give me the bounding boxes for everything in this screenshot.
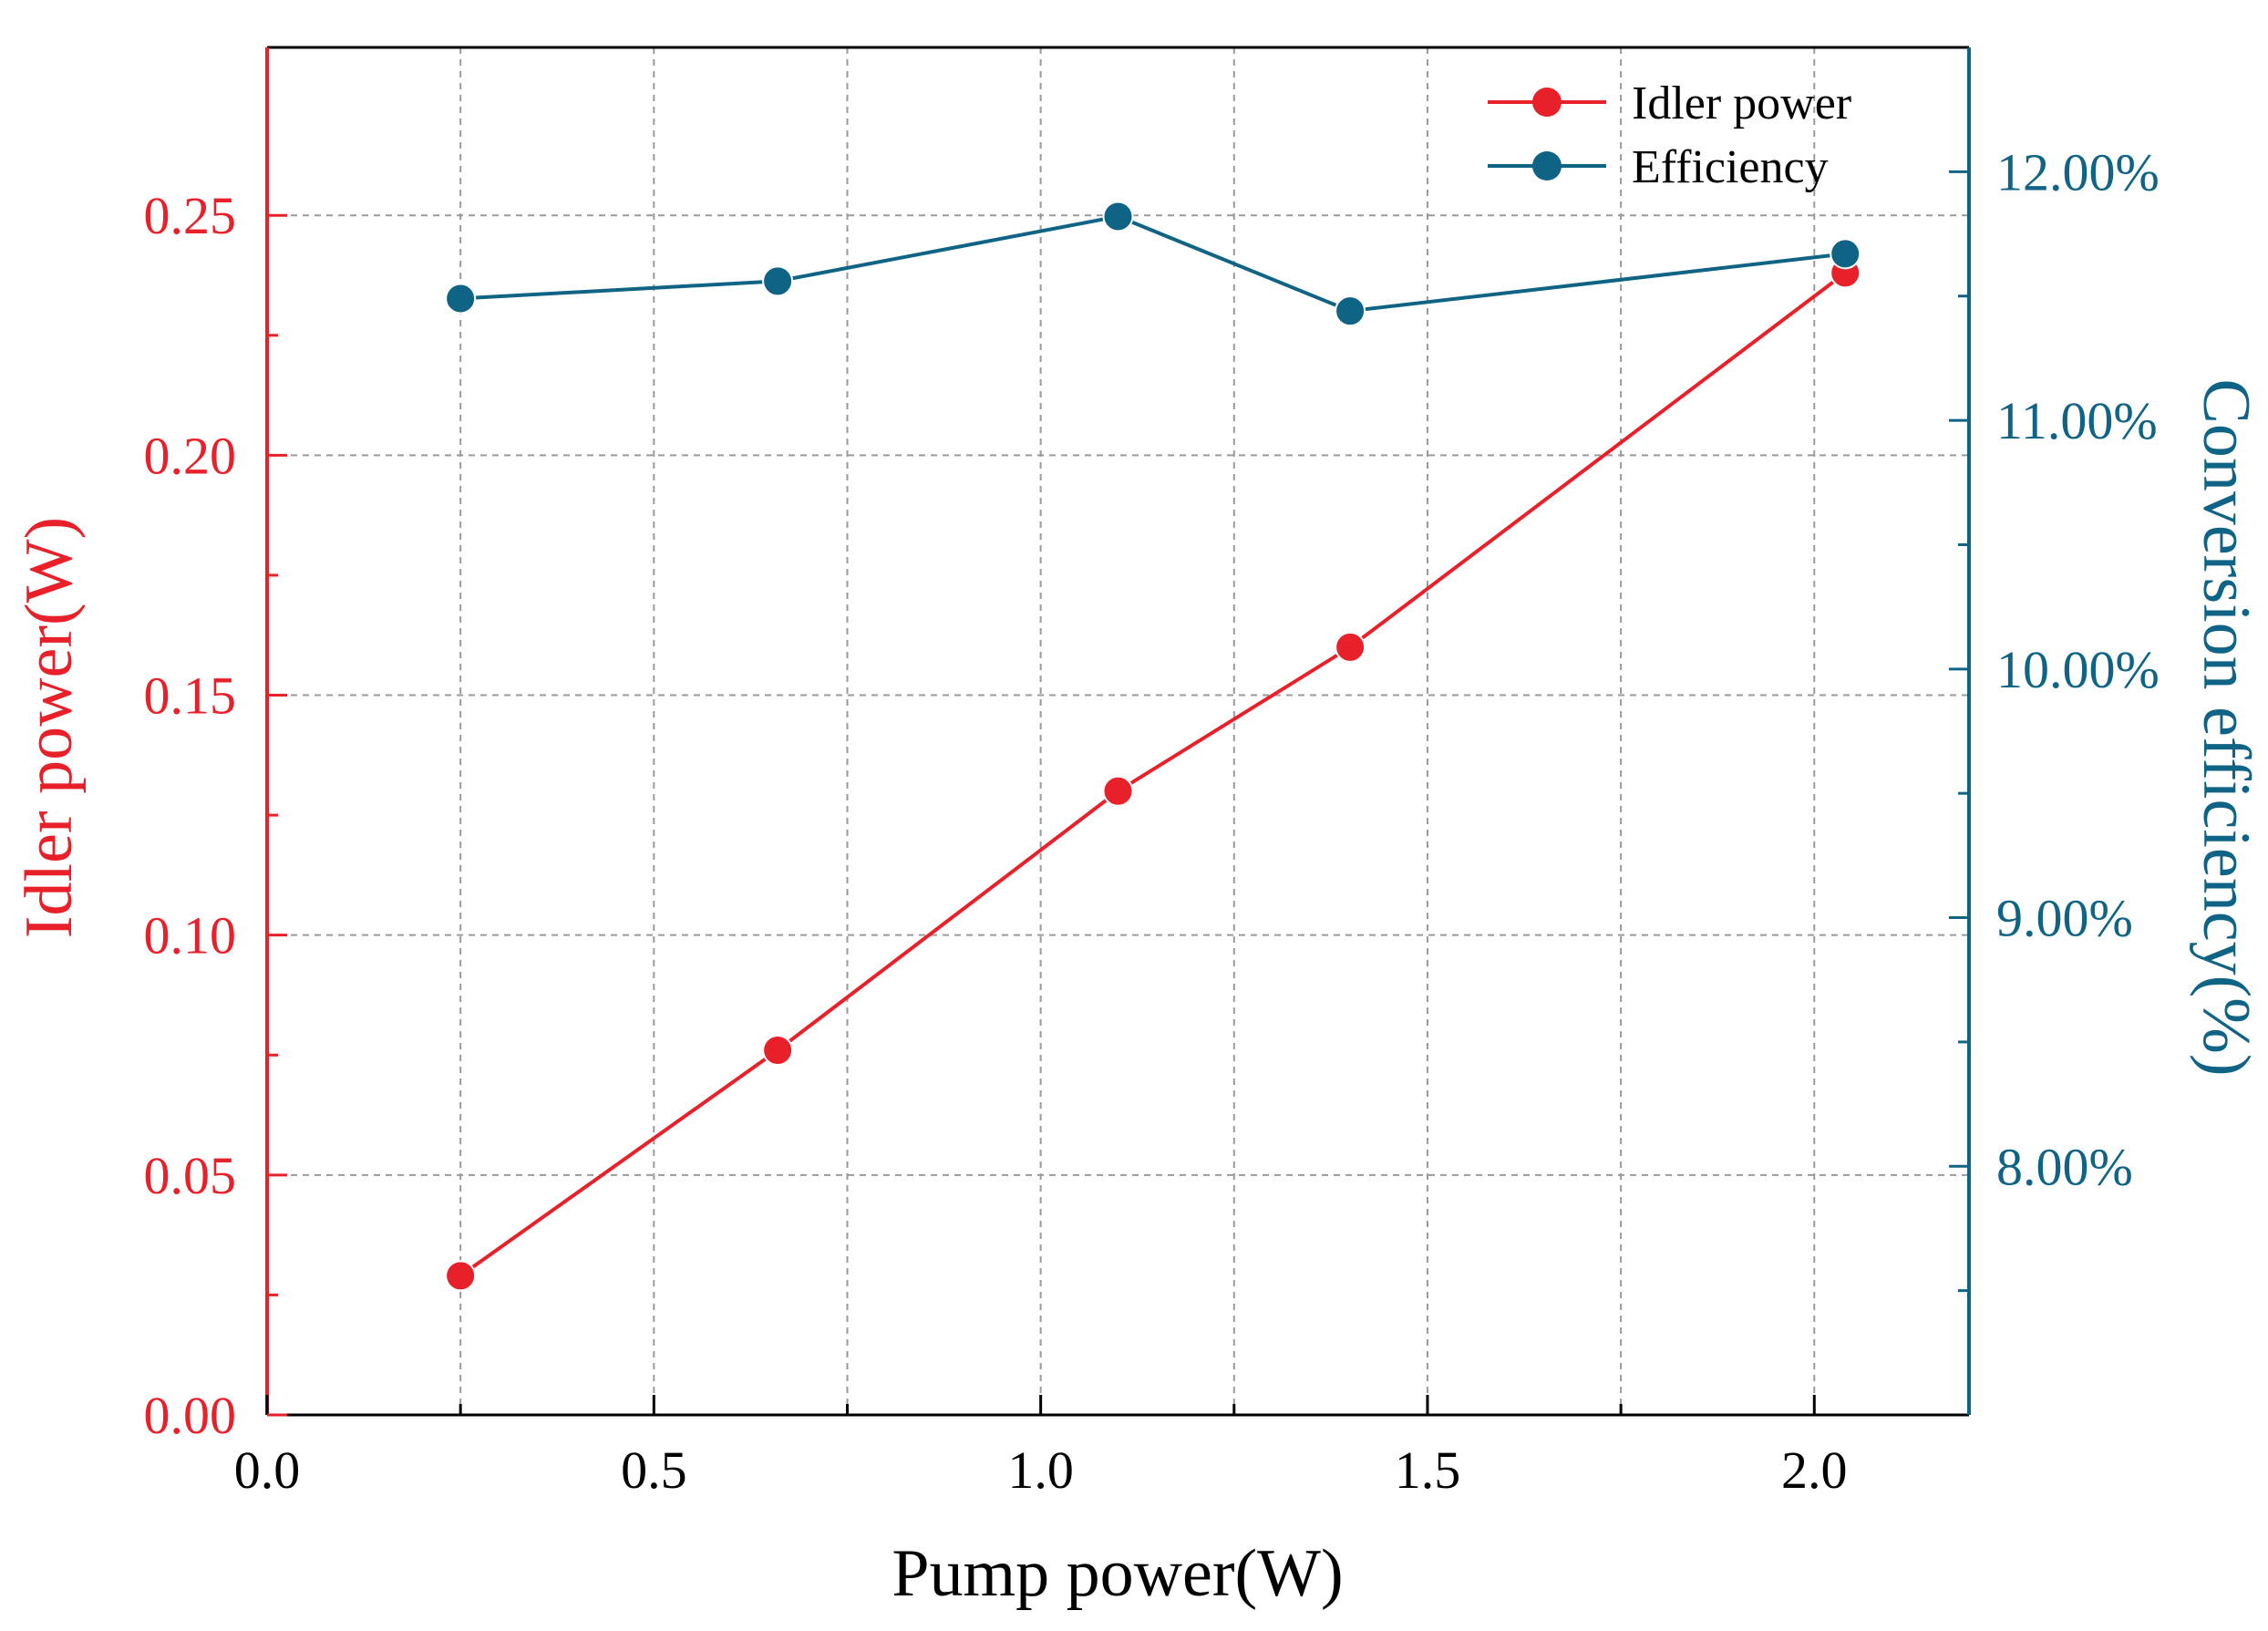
y-left-tick-label: 0.15	[144, 666, 237, 726]
data-point-efficiency	[445, 283, 477, 315]
legend-idler-label: Idler power	[1632, 77, 1851, 129]
series-line-idler	[459, 271, 1847, 1277]
y-right-tick-label: 10.00%	[1996, 640, 2160, 699]
y-right-tick-label: 8.00%	[1996, 1137, 2133, 1196]
x-tick-label: 1.5	[1395, 1440, 1461, 1500]
series-line-efficiency	[460, 214, 1846, 314]
x-tick-label: 2.0	[1781, 1440, 1848, 1500]
data-point-idler	[1102, 775, 1134, 807]
y-left-tick-label: 0.25	[144, 186, 237, 245]
y-left-tick-label: 0.00	[144, 1386, 237, 1445]
y-right-tick-label: 9.00%	[1996, 889, 2133, 948]
data-point-idler	[445, 1260, 477, 1292]
data-point-efficiency	[1830, 238, 1861, 270]
x-axis-title: Pump power(W)	[892, 1536, 1343, 1611]
y-left-tick-label: 0.10	[144, 906, 237, 965]
y-right-tick-label: 11.00%	[1996, 391, 2158, 450]
series-layer	[445, 201, 1861, 1292]
y-left-axis-title: Idler power(W)	[12, 517, 87, 938]
x-tick-label: 0.0	[234, 1440, 301, 1500]
legend-idler-marker	[1532, 88, 1562, 117]
data-point-efficiency	[762, 265, 794, 297]
data-point-idler	[1335, 631, 1366, 663]
y-left-tick-label: 0.20	[144, 426, 237, 485]
legend-efficiency-marker	[1532, 151, 1562, 181]
y-right-tick-label: 12.00%	[1996, 142, 2160, 201]
legend: Idler power Efficiency	[1488, 77, 1851, 193]
data-point-efficiency	[1102, 201, 1134, 232]
labels-layer: 0.0 0.5 1.0 1.5 2.0 0.00 0.05 0.10 0.15 0.20 0.25 8…	[144, 142, 2160, 1500]
x-tick-label: 0.5	[621, 1440, 687, 1500]
data-point-efficiency	[1335, 295, 1366, 327]
y-left-tick-label: 0.05	[144, 1146, 237, 1205]
grid-layer	[267, 47, 1969, 1415]
legend-efficiency-label: Efficiency	[1632, 141, 1829, 193]
data-point-idler	[762, 1035, 794, 1066]
x-tick-label: 1.0	[1007, 1440, 1074, 1500]
y-right-axis-title: Conversion efficiency(%)	[2189, 378, 2263, 1076]
axes-layer	[265, 46, 1971, 1417]
